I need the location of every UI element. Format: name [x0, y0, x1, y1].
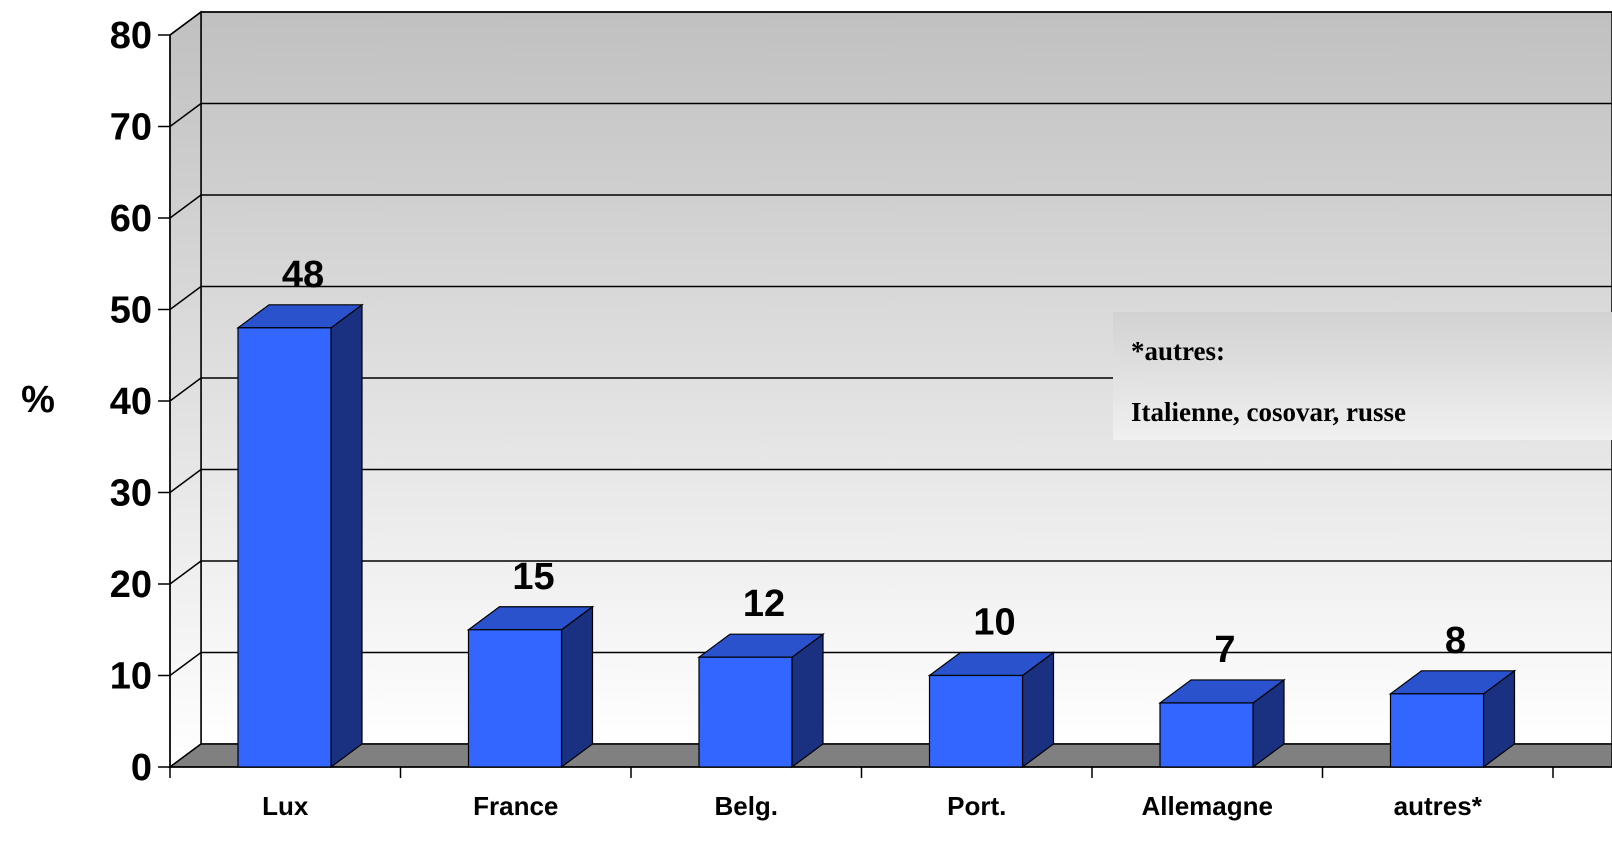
gridline: [169, 285, 1612, 311]
gridline: [169, 468, 1612, 494]
annotation-box: *autres: Italienne, cosovar, russe: [1113, 312, 1612, 440]
category-label: France: [473, 791, 558, 821]
annotation-title: *autres:: [1131, 336, 1225, 366]
bar-side: [560, 605, 594, 769]
y-tick-label: 40: [110, 381, 152, 423]
bar: [697, 633, 825, 769]
category-label: Belg.: [714, 791, 778, 821]
y-tick-label: 80: [110, 15, 152, 57]
bar: [466, 605, 595, 769]
y-tick-label: 20: [110, 564, 152, 606]
category-label: Lux: [262, 791, 309, 821]
category-label: Port.: [947, 791, 1006, 821]
data-label: 7: [1214, 629, 1235, 671]
y-tick-label: 50: [110, 290, 152, 332]
y-tick-label: 60: [110, 198, 152, 240]
bar-front: [698, 656, 793, 768]
bar: [1388, 669, 1517, 769]
annotation-text: Italienne, cosovar, russe: [1131, 397, 1406, 427]
bar-front: [928, 674, 1024, 768]
y-axis-label: %: [21, 379, 55, 421]
data-label: 10: [973, 602, 1015, 644]
data-label: 8: [1445, 620, 1466, 662]
bar-front: [1389, 693, 1485, 768]
category-label: autres*: [1394, 791, 1483, 821]
data-label: 48: [282, 254, 324, 296]
y-tick-label: 70: [110, 107, 152, 149]
bar: [1158, 678, 1286, 769]
gridline: [169, 102, 1612, 128]
bar-side: [330, 303, 363, 769]
gridline: [169, 11, 1612, 36]
bar-front: [1159, 702, 1254, 768]
data-label: 12: [743, 583, 785, 625]
data-label: 15: [512, 556, 554, 598]
bar-front: [237, 327, 332, 768]
gridline: [169, 560, 1612, 585]
bar: [236, 303, 364, 769]
bar: [927, 651, 1056, 769]
y-tick-label: 0: [131, 747, 152, 789]
bar-front: [467, 629, 563, 768]
y-tick-label: 30: [110, 473, 152, 515]
y-tick-label: 10: [110, 656, 152, 698]
gridline: [169, 194, 1612, 219]
gridline: [169, 651, 1612, 677]
category-label: Allemagne: [1142, 791, 1274, 821]
